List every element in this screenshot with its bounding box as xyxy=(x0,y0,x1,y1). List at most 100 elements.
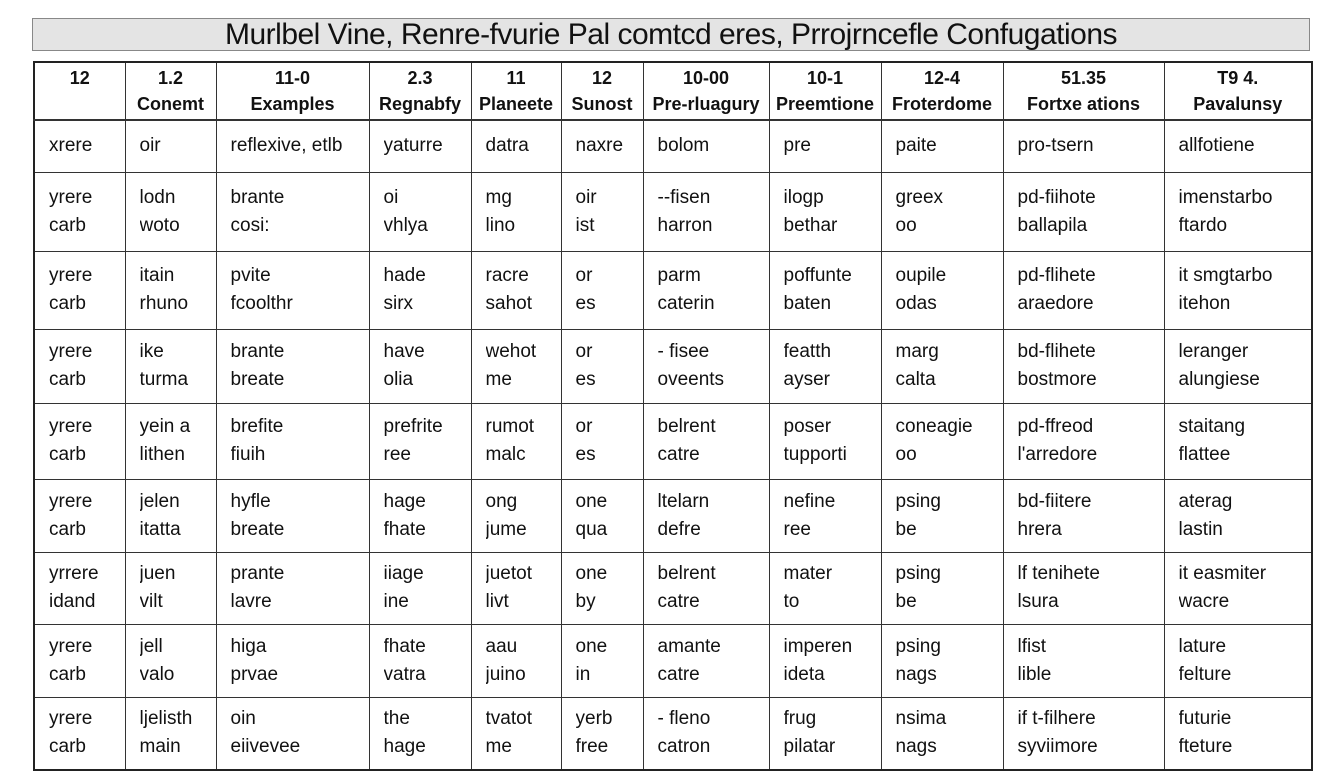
cell-line: pre xyxy=(783,135,811,157)
cell-line: idand xyxy=(49,591,96,612)
cell-line: itatta xyxy=(139,518,181,540)
cell-line: xrere xyxy=(49,135,93,157)
cell-line: vilt xyxy=(139,591,163,612)
table-row: yrere carb itain rhuno pvite fcoolthr hade sirx… xyxy=(33,250,1313,330)
cell-line: lsura xyxy=(1017,591,1059,612)
cell-line: jume xyxy=(485,518,527,540)
header-line xyxy=(35,91,125,117)
table-cell: nefine ree xyxy=(768,478,882,553)
cell-line: livt xyxy=(485,591,509,612)
table-row: yrrere idand juen vilt prante lavre iiage ine ju… xyxy=(33,551,1313,625)
table-cell: yrere carb xyxy=(33,250,126,330)
cell-line: felture xyxy=(1178,663,1232,685)
cell-line: fteture xyxy=(1178,736,1233,758)
table-cell: bolom xyxy=(642,119,770,173)
cell-line: odas xyxy=(895,293,937,314)
cell-line: pd-fiihote xyxy=(1017,186,1096,208)
cell-line: ftardo xyxy=(1178,214,1228,236)
cell-line: have xyxy=(383,341,425,362)
cell-line: prante xyxy=(230,563,285,584)
table-cell: racre sahot xyxy=(470,250,562,330)
table-cell: aterag lastin xyxy=(1163,478,1313,553)
cell-line: psing xyxy=(895,635,941,657)
cell-line: it smgtarbo xyxy=(1178,265,1273,286)
cell-line: or xyxy=(575,341,593,362)
cell-line: calta xyxy=(895,369,936,390)
cell-line: ine xyxy=(383,591,409,612)
cell-line: ilogp xyxy=(783,186,824,208)
table-cell: bd-fiitere hrera xyxy=(1002,478,1165,553)
cell-line: breate xyxy=(230,518,285,540)
cell-line: fhate xyxy=(383,635,426,657)
cell-line: yerb xyxy=(575,708,613,730)
cell-line: wehot xyxy=(485,341,537,362)
cell-line: belrent xyxy=(657,563,716,584)
cell-line: ist xyxy=(575,214,595,236)
cell-line: yrere xyxy=(49,265,93,286)
cell-line: datra xyxy=(485,135,529,157)
table-cell: aau juino xyxy=(470,623,562,698)
cell-line: naxre xyxy=(575,135,624,157)
cell-line: araedore xyxy=(1017,293,1094,314)
cell-line: jelen xyxy=(139,490,180,512)
table-cell: or es xyxy=(560,402,644,480)
column-header: 51.35 Fortxe ations xyxy=(1002,61,1165,121)
cell-line: l'arredore xyxy=(1017,444,1098,465)
table-cell: it smgtarbo itehon xyxy=(1163,250,1313,330)
table-cell: ong jume xyxy=(470,478,562,553)
cell-line: baten xyxy=(783,293,832,314)
cell-line: iiage xyxy=(383,563,424,584)
cell-line: woto xyxy=(139,214,180,236)
cell-line: one xyxy=(575,490,608,512)
cell-line: itehon xyxy=(1178,293,1231,314)
table-row: xrere oir reflexive, etlb yaturre datra naxre… xyxy=(33,119,1313,173)
cell-line: cosi: xyxy=(230,214,270,236)
cell-line: coneagie xyxy=(895,416,973,437)
table-cell: itain rhuno xyxy=(124,250,217,330)
cell-line: yrere xyxy=(49,490,93,512)
header-line: Examples xyxy=(250,94,335,114)
cell-line: yrere xyxy=(49,341,93,362)
table-cell: imenstarbo ftardo xyxy=(1163,171,1313,252)
table-cell: staitang flattee xyxy=(1163,402,1313,480)
cell-line: caterin xyxy=(657,293,715,314)
cell-line: nags xyxy=(895,736,937,758)
cell-line: to xyxy=(783,591,800,612)
cell-line: rhuno xyxy=(139,293,189,314)
cell-line: psing xyxy=(895,563,941,584)
cell-line: be xyxy=(895,518,917,540)
header-line: 12-4 xyxy=(923,68,961,88)
table-cell: ike turma xyxy=(124,328,217,404)
table-cell: yerb free xyxy=(560,696,644,771)
cell-line: marg xyxy=(895,341,939,362)
table-cell: nsima nags xyxy=(880,696,1004,771)
cell-line: eiivevee xyxy=(230,736,301,758)
table-cell: jell valo xyxy=(124,623,217,698)
cell-line: malc xyxy=(485,444,526,465)
cell-line: es xyxy=(575,444,596,465)
cell-line: tvatot xyxy=(485,708,532,730)
table-cell: yrere carb xyxy=(33,478,126,553)
table-cell: mg lino xyxy=(470,171,562,252)
table-cell: yrere carb xyxy=(33,623,126,698)
table-cell: coneagie oo xyxy=(880,402,1004,480)
header-line: Sunost xyxy=(571,94,633,114)
column-header: T9 4. Pavalunsy xyxy=(1163,61,1313,121)
cell-line: mg xyxy=(485,186,512,208)
table-cell: pd-ffreod l'arredore xyxy=(1002,402,1165,480)
cell-line: lible xyxy=(1017,663,1052,685)
table-cell: ljelisth main xyxy=(124,696,217,771)
cell-line: imperen xyxy=(783,635,853,657)
cell-line: ree xyxy=(383,444,411,465)
cell-line: nsima xyxy=(895,708,947,730)
header-line: 11 xyxy=(506,68,526,88)
table-cell: bd-flihete bostmore xyxy=(1002,328,1165,404)
table-cell: one by xyxy=(560,551,644,625)
header-line: Pre-rluagury xyxy=(652,94,760,114)
table-cell: ilogp bethar xyxy=(768,171,882,252)
table-cell: psing be xyxy=(880,551,1004,625)
header-line: Planeete xyxy=(478,94,554,114)
cell-line: tupporti xyxy=(783,444,847,465)
cell-line: yaturre xyxy=(383,135,443,157)
cell-line: yrere xyxy=(49,708,93,730)
